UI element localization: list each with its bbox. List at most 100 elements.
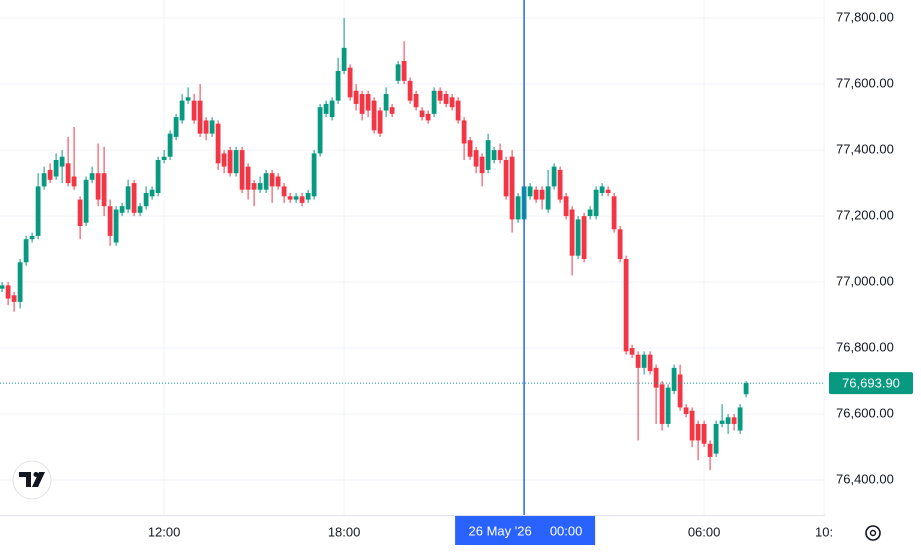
candle-body [275, 176, 281, 187]
candle-body [467, 140, 473, 157]
y-tick-label: 77,600.00 [836, 76, 894, 91]
candle-body [671, 367, 677, 391]
candle-body [599, 186, 605, 194]
candle-body [449, 97, 455, 108]
candle-body [65, 163, 71, 184]
candles [0, 18, 749, 471]
x-tick-label: 18:00 [328, 524, 361, 539]
y-tick-label: 77,400.00 [836, 142, 894, 157]
candle-body [113, 209, 119, 243]
candle-body [353, 90, 359, 104]
crosshair-box [455, 516, 596, 545]
candle-body [137, 206, 143, 213]
candle-body [725, 417, 731, 424]
candle-body [341, 47, 347, 71]
candle-body [125, 186, 131, 210]
candle-body [59, 156, 65, 167]
candle-body [197, 100, 203, 134]
y-tick-label: 77,000.00 [836, 274, 894, 289]
x-tick-label: 10: [815, 524, 833, 539]
candle-body [221, 153, 227, 167]
candle-body [515, 196, 521, 220]
candle-body [473, 150, 479, 167]
candle-body [359, 94, 365, 114]
candle-body [269, 173, 275, 187]
candle-body [47, 169, 53, 180]
candle-body [233, 150, 239, 174]
candle-body [335, 70, 341, 101]
candle-body [227, 150, 233, 174]
candle-body [605, 189, 611, 194]
candle-body [527, 186, 533, 197]
candle-body [179, 100, 185, 121]
candle-body [401, 61, 407, 81]
candle-body [215, 123, 221, 164]
candle-body [173, 117, 179, 137]
candle-body [551, 166, 557, 187]
candle-body [689, 410, 695, 441]
logo-t [19, 472, 31, 487]
candle-body [455, 100, 461, 121]
candle-body [245, 166, 251, 190]
candle-body [737, 407, 743, 431]
candle-body [317, 107, 323, 154]
candle-body [707, 443, 713, 457]
candle-body [83, 179, 89, 223]
candle-body [257, 183, 263, 190]
candle-body [377, 110, 383, 134]
y-tick-label: 77,800.00 [836, 10, 894, 25]
candle-body [413, 94, 419, 108]
crosshair-date: 26 May '26 [469, 523, 532, 538]
candle-body [95, 173, 101, 200]
candle-body [251, 183, 257, 190]
candle-body [719, 420, 725, 424]
candle-body [653, 367, 659, 388]
candle-body [479, 156, 485, 174]
candle-body [617, 229, 623, 259]
candle-body [503, 160, 509, 197]
candle-body [635, 354, 641, 368]
candle-body [131, 183, 137, 213]
last-price-box [829, 372, 913, 395]
candle-body [509, 156, 515, 220]
candle-body [647, 354, 653, 372]
candle-body [77, 199, 83, 226]
candle-body [149, 189, 155, 197]
settings-icon[interactable] [865, 525, 881, 541]
candle-body [569, 209, 575, 256]
settings-button[interactable] [865, 525, 881, 541]
candle-body [575, 219, 581, 256]
candle-body [161, 156, 167, 161]
candle-body [41, 173, 47, 187]
candle-body [305, 193, 311, 200]
candle-body [53, 160, 59, 177]
candle-body [533, 189, 539, 200]
candle-body [263, 173, 269, 190]
candle-body [5, 285, 11, 299]
candle-body [695, 423, 701, 441]
x-tick-label: 06:00 [688, 524, 721, 539]
candle-body [143, 193, 149, 207]
candle-body [701, 423, 707, 444]
candle-body [545, 186, 551, 210]
candle-body [365, 94, 371, 111]
candle-body [323, 103, 329, 114]
candle-body [407, 80, 413, 101]
candle-body [425, 113, 431, 121]
candle-body [287, 196, 293, 200]
candle-body [347, 67, 353, 98]
candle-body [167, 133, 173, 157]
candle-body [731, 417, 737, 424]
candle-body [209, 120, 215, 134]
candle-body [485, 140, 491, 170]
candle-body [491, 150, 497, 161]
candle-body [665, 387, 671, 424]
candle-body [299, 196, 305, 203]
candle-body [203, 120, 209, 134]
settings-icon-core[interactable] [869, 529, 877, 537]
grid [0, 0, 825, 515]
candle-body [29, 235, 35, 240]
candle-body [0, 285, 5, 289]
candle-body [623, 258, 629, 352]
